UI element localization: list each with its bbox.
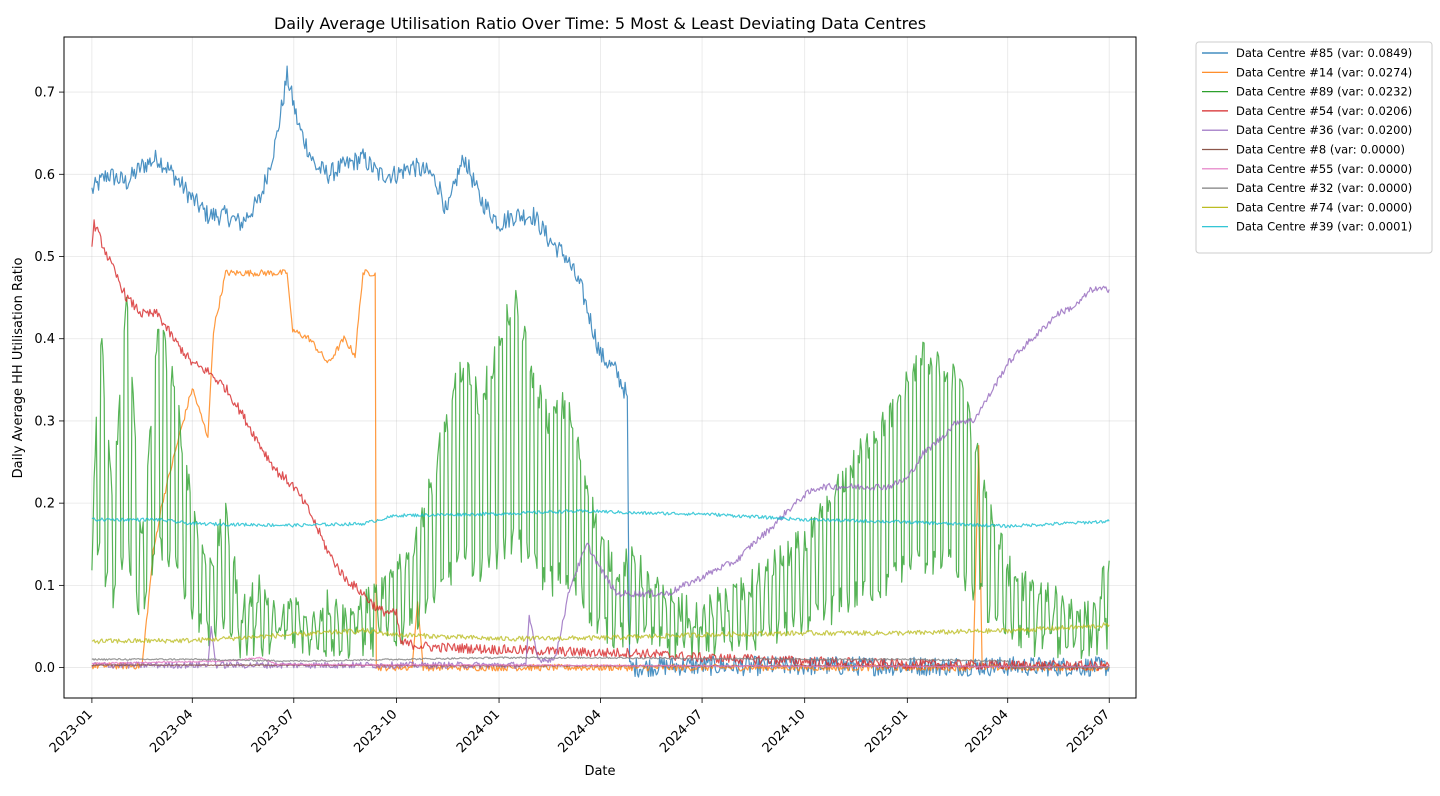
legend-entry: Data Centre #85 (var: 0.0849) bbox=[1236, 46, 1412, 60]
y-axis-label: Daily Average HH Utilisation Ratio bbox=[11, 258, 26, 479]
legend-entry: Data Centre #32 (var: 0.0000) bbox=[1236, 181, 1412, 195]
x-tick-label: 2024-10 bbox=[760, 707, 809, 756]
x-tick-label: 2024-01 bbox=[454, 707, 503, 756]
y-tick-label: 0.6 bbox=[34, 168, 55, 183]
legend-entry: Data Centre #8 (var: 0.0000) bbox=[1236, 143, 1405, 157]
series-line bbox=[91, 65, 1110, 678]
x-tick-label: 2023-01 bbox=[47, 707, 96, 756]
x-axis: 2023-01 2023-04 2023-07 2023-10 2024-01 2024-… bbox=[47, 698, 1113, 756]
series-line bbox=[91, 289, 1110, 660]
legend-entry: Data Centre #14 (var: 0.0274) bbox=[1236, 65, 1412, 79]
series-line bbox=[91, 664, 1110, 668]
y-tick-label: 0.4 bbox=[34, 332, 55, 347]
series-line bbox=[91, 219, 1110, 672]
series-line bbox=[91, 285, 1110, 669]
x-tick-label: 2024-04 bbox=[556, 707, 605, 756]
chart-title: Daily Average Utilisation Ratio Over Tim… bbox=[274, 14, 926, 33]
y-tick-label: 0.3 bbox=[34, 414, 55, 429]
series-line bbox=[91, 656, 1110, 668]
x-tick-label: 2023-10 bbox=[351, 707, 400, 756]
legend: Data Centre #85 (var: 0.0849) Data Centre… bbox=[1195, 41, 1433, 254]
series-line bbox=[91, 509, 1110, 529]
x-tick-label: 2025-01 bbox=[862, 707, 911, 756]
legend-entry: Data Centre #54 (var: 0.0206) bbox=[1236, 104, 1412, 118]
x-tick-label: 2023-07 bbox=[249, 707, 298, 756]
y-tick-label: 0.7 bbox=[34, 86, 55, 101]
legend-entry: Data Centre #89 (var: 0.0232) bbox=[1236, 85, 1412, 99]
legend-entry: Data Centre #36 (var: 0.0200) bbox=[1236, 123, 1412, 137]
y-tick-label: 0.5 bbox=[34, 250, 55, 265]
series-lines bbox=[91, 65, 1110, 678]
series-line bbox=[91, 656, 1110, 669]
y-axis: 0.0 0.1 0.2 0.3 0.4 0.5 0.6 0.7 bbox=[34, 86, 64, 676]
legend-frame bbox=[1195, 41, 1433, 254]
x-tick-label: 2024-07 bbox=[657, 707, 706, 756]
x-tick-label: 2023-04 bbox=[147, 707, 196, 756]
legend-entry: Data Centre #74 (var: 0.0000) bbox=[1236, 200, 1412, 214]
legend-entry: Data Centre #39 (var: 0.0001) bbox=[1236, 220, 1412, 234]
x-tick-label: 2025-07 bbox=[1064, 707, 1113, 756]
series-line bbox=[91, 622, 1110, 645]
y-tick-label: 0.1 bbox=[34, 579, 55, 594]
plot-frame bbox=[63, 36, 1137, 699]
legend-entry: Data Centre #55 (var: 0.0000) bbox=[1236, 162, 1412, 176]
x-axis-label: Date bbox=[584, 764, 615, 779]
x-tick-label: 2025-04 bbox=[963, 707, 1012, 756]
y-tick-label: 0.2 bbox=[34, 497, 55, 512]
y-tick-label: 0.0 bbox=[34, 661, 55, 676]
